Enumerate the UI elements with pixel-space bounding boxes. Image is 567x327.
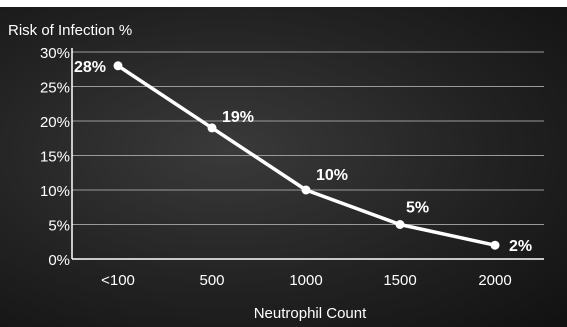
- data-label: 19%: [222, 109, 254, 126]
- data-point: [207, 123, 217, 133]
- data-label: 5%: [406, 200, 429, 217]
- line-chart: Risk of Infection % 0%5%10%15%20%25%30% …: [8, 22, 544, 322]
- y-tick-labels: 0% 5% 10% 15% 20% 25% 30%: [40, 45, 70, 269]
- y-tick-label: 0%: [48, 252, 70, 269]
- x-tick-label: 1000: [289, 272, 322, 289]
- x-tick-label: 2000: [478, 272, 511, 289]
- x-axis-label: Neutrophil Count: [254, 305, 367, 322]
- data-point: [395, 220, 405, 229]
- data-label: 10%: [316, 167, 348, 184]
- y-tick-label: 30%: [40, 45, 70, 62]
- data-labels: 28% 19% 10% 5% 2%: [74, 59, 532, 255]
- x-tick-label: 1500: [383, 272, 416, 289]
- y-tick-label: 10%: [40, 183, 70, 200]
- data-label: 2%: [509, 238, 532, 255]
- data-points: [113, 61, 500, 250]
- data-label: 28%: [74, 59, 106, 76]
- x-tick-label: 500: [199, 272, 224, 289]
- y-tick-label: 20%: [40, 114, 70, 131]
- chart-title: Risk of Infection %: [8, 22, 132, 39]
- data-point: [490, 240, 500, 250]
- grid-lines: [72, 51, 544, 225]
- y-tick-label: 15%: [40, 149, 70, 166]
- y-tick-label: 5%: [48, 218, 70, 235]
- data-point: [301, 185, 311, 195]
- x-tick-label: <100: [101, 272, 135, 289]
- chart-panel: Risk of Infection % 0% 5% 10% 15% 20% 25% 30% …: [0, 7, 567, 327]
- data-point: [113, 61, 123, 71]
- y-tick-label: 25%: [40, 80, 70, 97]
- x-tick-labels: <100 500 1000 1500 2000: [101, 272, 512, 289]
